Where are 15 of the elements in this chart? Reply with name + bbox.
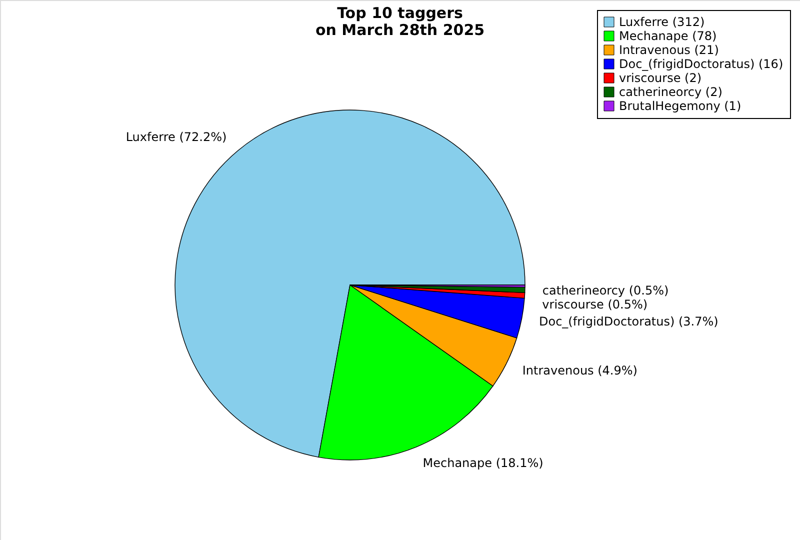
data-label: Mechanape (18.1%) <box>422 456 544 470</box>
data-label: vriscourse (0.5%) <box>542 297 648 312</box>
legend-label: Doc_(frigidDoctoratus) (16) <box>619 57 784 71</box>
data-label: Intravenous (4.9%) <box>522 364 638 378</box>
legend-label: BrutalHegemony (1) <box>619 99 742 113</box>
data-label: Luxferre (72.2%) <box>126 130 227 144</box>
legend-label: Intravenous (21) <box>619 43 719 57</box>
pie-slice <box>174 110 526 458</box>
data-label: Doc_(frigidDoctoratus) (3.7%) <box>538 314 718 329</box>
legend-label: Mechanape (78) <box>619 29 717 43</box>
legend-label: Luxferre (312) <box>619 15 705 29</box>
chart-title: Top 10 taggers on March 28th 2025 <box>315 4 485 39</box>
legend-label: catherineorcy (2) <box>619 85 722 99</box>
data-label: catherineorcy (0.5%) <box>542 283 669 298</box>
legend-label: vriscourse (2) <box>619 71 702 85</box>
